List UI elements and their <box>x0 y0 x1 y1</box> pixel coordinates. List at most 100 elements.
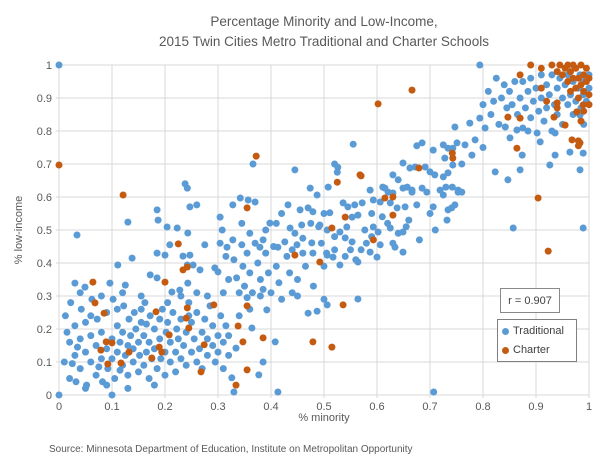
scatter-point-traditional <box>74 343 81 351</box>
scatter-point-traditional <box>492 74 500 82</box>
scatter-point-charter <box>108 339 116 347</box>
scatter-point-traditional <box>106 279 114 287</box>
scatter-point-traditional <box>324 183 332 191</box>
scatter-point-charter <box>243 366 251 374</box>
scatter-point-charter <box>102 338 110 346</box>
scatter-point-traditional <box>283 252 291 260</box>
y-tick-label: 0.5 <box>37 225 52 237</box>
scatter-point-traditional <box>145 338 153 346</box>
scatter-point-charter <box>183 263 191 271</box>
scatter-point-traditional <box>214 332 222 340</box>
scatter-point-traditional <box>504 176 512 184</box>
legend-item-charter: Charter <box>502 344 572 356</box>
scatter-point-traditional <box>540 117 548 125</box>
scatter-point-traditional <box>323 251 331 259</box>
scatter-point-traditional <box>519 124 527 132</box>
scatter-point-traditional <box>431 171 439 179</box>
scatter-point-traditional <box>193 358 201 366</box>
scatter-point-traditional <box>349 140 357 148</box>
scatter-point-traditional <box>313 191 321 199</box>
scatter-point-charter <box>210 301 218 309</box>
scatter-point-traditional <box>113 348 121 356</box>
scatter-point-traditional <box>193 201 201 209</box>
scatter-point-traditional <box>442 183 450 191</box>
scatter-point-traditional <box>128 254 136 262</box>
scatter-point-charter <box>328 224 336 232</box>
scatter-point-traditional <box>401 203 409 211</box>
scatter-point-traditional <box>369 196 377 204</box>
scatter-point-traditional <box>87 312 95 320</box>
scatter-point-traditional <box>368 210 376 217</box>
scatter-point-traditional <box>331 160 339 168</box>
scatter-point-traditional <box>399 228 407 236</box>
scatter-point-traditional <box>444 206 452 214</box>
scatter-point-traditional <box>114 261 122 269</box>
scatter-point-traditional <box>393 204 401 212</box>
scatter-point-traditional <box>164 318 172 326</box>
scatter-point-charter <box>448 149 456 157</box>
scatter-point-traditional <box>331 246 339 254</box>
scatter-point-traditional <box>402 223 410 231</box>
scatter-point-traditional <box>203 335 211 343</box>
scatter-point-traditional <box>566 148 574 156</box>
scatter-point-traditional <box>255 371 263 379</box>
scatter-point-traditional <box>376 241 384 249</box>
scatter-point-traditional <box>585 84 593 92</box>
scatter-point-traditional <box>222 322 230 330</box>
scatter-point-traditional <box>323 301 331 309</box>
scatter-point-charter <box>553 99 561 107</box>
scatter-point-traditional <box>243 294 251 302</box>
scatter-point-traditional <box>500 81 508 89</box>
scatter-point-traditional <box>248 324 256 332</box>
scatter-point-traditional <box>348 213 356 221</box>
scatter-point-traditional <box>137 292 145 300</box>
scatter-point-traditional <box>532 84 540 92</box>
scatter-point-traditional <box>453 139 461 147</box>
scatter-point-traditional <box>429 203 437 211</box>
scatter-point-charter <box>100 309 108 317</box>
scatter-point-charter <box>564 61 572 69</box>
y-tick-label: 0.2 <box>37 324 52 336</box>
scatter-point-traditional <box>294 276 301 283</box>
x-tick-label: 0.4 <box>263 401 278 413</box>
scatter-point-traditional <box>218 226 226 234</box>
x-tick-label: 0.2 <box>157 401 172 413</box>
scatter-point-traditional <box>343 223 351 231</box>
scatter-point-traditional <box>320 262 328 270</box>
scatter-point-traditional <box>97 328 105 336</box>
scatter-point-traditional <box>336 261 344 269</box>
scatter-point-traditional <box>150 325 158 333</box>
scatter-point-charter <box>125 348 133 356</box>
scatter-point-charter <box>309 338 317 346</box>
scatter-point-charter <box>585 91 593 99</box>
scatter-point-traditional <box>408 188 416 196</box>
scatter-point-charter <box>585 74 593 82</box>
scatter-point-traditional <box>278 210 286 217</box>
scatter-point-charter <box>182 314 190 322</box>
scatter-point-traditional <box>193 309 201 316</box>
scatter-point-traditional <box>256 292 264 300</box>
scatter-point-traditional <box>150 381 158 389</box>
scatter-point-traditional <box>543 104 551 112</box>
scatter-point-traditional <box>230 256 238 264</box>
scatter-point-charter <box>579 101 587 109</box>
scatter-point-traditional <box>222 252 230 260</box>
scatter-point-traditional <box>228 374 236 382</box>
scatter-point-charter <box>516 71 524 79</box>
scatter-point-traditional <box>444 169 452 177</box>
scatter-point-traditional <box>399 248 407 256</box>
scatter-point-traditional <box>145 375 153 382</box>
scatter-point-traditional <box>399 159 407 167</box>
scatter-point-charter <box>158 348 166 356</box>
scatter-point-traditional <box>219 338 227 346</box>
scatter-point-traditional <box>487 111 495 118</box>
x-tick-label: 0.6 <box>369 401 384 413</box>
scatter-point-traditional <box>184 229 192 237</box>
scatter-point-charter <box>568 136 576 144</box>
scatter-point-traditional <box>66 375 74 382</box>
x-tick-label: 0.7 <box>422 401 437 413</box>
scatter-point-traditional <box>158 305 166 313</box>
x-tick-label: 0.3 <box>210 401 225 413</box>
scatter-point-traditional <box>141 299 149 307</box>
